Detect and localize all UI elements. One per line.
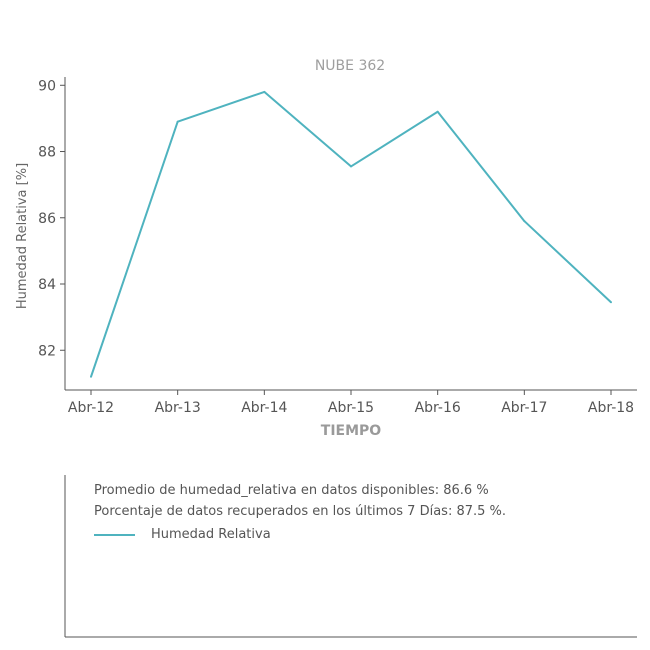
series-layer	[90, 90, 612, 378]
y-tick-label: 82	[38, 343, 56, 359]
y-tick-label: 84	[38, 277, 56, 293]
y-tick-label: 88	[38, 145, 56, 161]
average-humidity-text: Promedio de humedad_relativa en datos di…	[94, 483, 489, 498]
data-point	[350, 165, 352, 168]
series-line-humedad-relativa	[90, 90, 612, 378]
y-tick-label: 86	[38, 211, 56, 227]
x-tick-label: Abr-12	[68, 400, 114, 416]
info-panel: Promedio de humedad_relativa en datos di…	[64, 475, 637, 638]
x-tick-label: Abr-14	[241, 400, 287, 416]
legend-label: Humedad Relativa	[151, 527, 271, 542]
data-point	[610, 301, 612, 304]
recovered-data-text: Porcentaje de datos recuperados en los ú…	[94, 504, 506, 519]
x-tick-label: Abr-16	[415, 400, 461, 416]
data-point	[263, 90, 266, 93]
data-point	[90, 375, 92, 378]
x-tick-label: Abr-15	[328, 400, 374, 416]
y-tick-label: 90	[38, 78, 56, 94]
data-point	[523, 220, 526, 223]
x-axis-ticks: Abr-12 Abr-13 Abr-14 Abr-15 Abr-16 Abr-17 Abr-…	[68, 390, 634, 416]
data-point	[436, 110, 439, 113]
x-tick-label: Abr-17	[501, 400, 547, 416]
x-axis-title: TIEMPO	[321, 423, 382, 439]
y-axis-title: Humedad Relativa [%]	[15, 163, 30, 309]
x-tick-label: Abr-13	[155, 400, 201, 416]
x-tick-label: Abr-18	[588, 400, 634, 416]
chart-title: NUBE 362	[315, 58, 385, 74]
data-point	[176, 120, 179, 123]
y-axis-ticks: 82 84 86 88 90	[38, 78, 65, 359]
